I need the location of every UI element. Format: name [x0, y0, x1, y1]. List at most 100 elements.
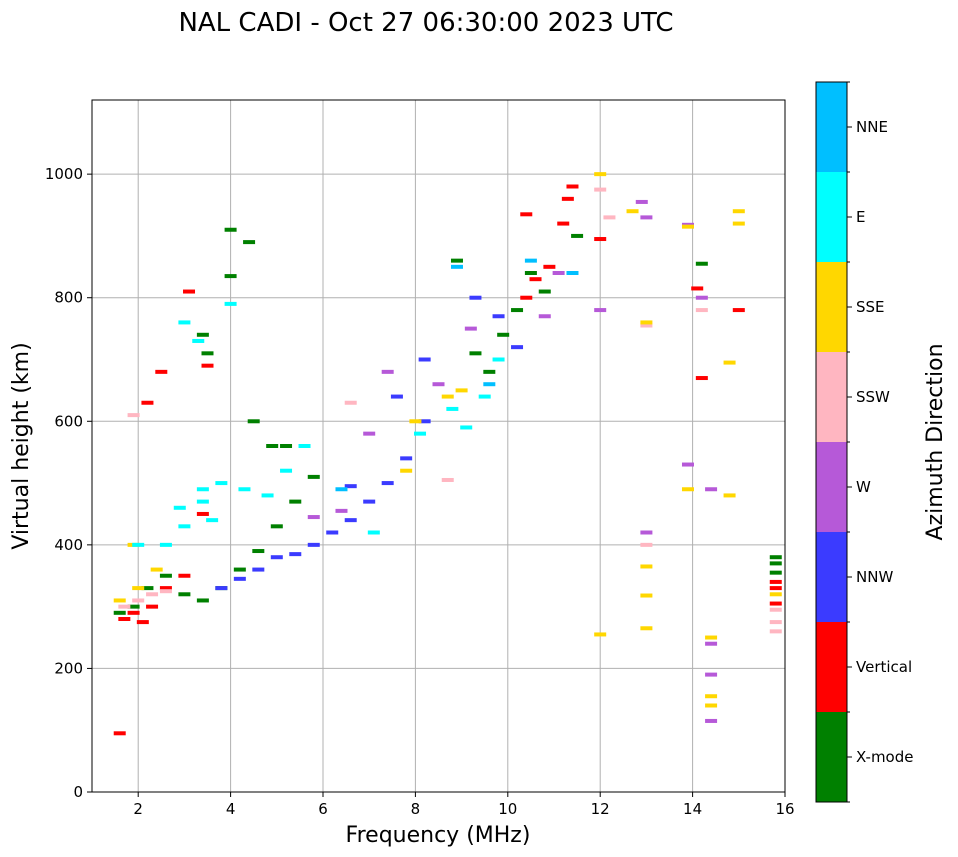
point-nnw: [270, 555, 283, 560]
point-sse: [681, 487, 694, 492]
point-w: [381, 369, 394, 374]
point-nnw: [418, 419, 431, 424]
x-tick-label: 8: [411, 800, 421, 818]
point-w: [695, 295, 708, 300]
point-nnw: [511, 345, 524, 350]
point-ssw: [695, 308, 708, 313]
point-sse: [594, 172, 607, 177]
point-x-mode: [233, 567, 246, 572]
colorbar-segment-nne: [816, 82, 847, 172]
point-nne: [483, 382, 496, 387]
point-w: [705, 641, 718, 646]
point-nne: [524, 258, 537, 263]
point-x-mode: [224, 274, 237, 279]
point-sse: [113, 598, 126, 603]
point-w: [594, 308, 607, 313]
plot-area: [92, 100, 785, 792]
point-w: [681, 462, 694, 467]
point-nnw: [363, 499, 376, 504]
point-e: [460, 425, 473, 430]
y-tick-label: 0: [73, 783, 83, 801]
colorbar-segment-sse: [816, 262, 847, 352]
point-vertical: [201, 363, 214, 368]
point-x-mode: [252, 549, 265, 554]
point-e: [224, 301, 237, 306]
point-e: [367, 530, 380, 535]
point-x-mode: [769, 555, 782, 560]
point-sse: [681, 224, 694, 229]
point-vertical: [561, 196, 574, 201]
colorbar-label: Azimuth Direction: [923, 343, 948, 540]
point-nnw: [469, 295, 482, 300]
y-tick-label: 200: [54, 659, 83, 677]
point-sse: [705, 635, 718, 640]
point-x-mode: [307, 474, 320, 479]
point-vertical: [566, 184, 579, 189]
point-nnw: [252, 567, 265, 572]
point-sse: [723, 493, 736, 498]
point-e: [173, 505, 186, 510]
point-e: [178, 524, 191, 529]
point-w: [552, 271, 565, 275]
point-vertical: [141, 400, 154, 405]
colorbar-tick-label: NNW: [856, 568, 893, 586]
point-nne: [566, 271, 579, 275]
point-vertical: [557, 221, 570, 226]
x-tick-label: 12: [591, 800, 610, 818]
x-tick-label: 14: [683, 800, 702, 818]
point-vertical: [695, 376, 708, 381]
point-w: [464, 326, 477, 331]
point-nnw: [326, 530, 339, 535]
point-w: [363, 431, 376, 436]
point-e: [298, 444, 311, 448]
colorbar-tick-label: X-mode: [856, 748, 913, 766]
point-x-mode: [469, 351, 482, 356]
point-w: [640, 530, 653, 535]
point-x-mode: [266, 444, 279, 448]
colorbar-segment-vertical: [816, 622, 847, 712]
point-vertical: [118, 617, 131, 621]
point-sse: [705, 703, 718, 708]
colorbar-segment-ssw: [816, 352, 847, 442]
y-tick-label: 600: [54, 412, 83, 430]
x-tick-label: 6: [318, 800, 328, 818]
point-vertical: [529, 277, 542, 282]
point-vertical: [159, 586, 172, 591]
point-e: [196, 499, 209, 504]
point-vertical: [127, 610, 140, 615]
point-w: [307, 515, 320, 520]
colorbar-segment-w: [816, 442, 847, 532]
point-nnw: [307, 542, 320, 547]
point-sse: [409, 419, 422, 424]
point-x-mode: [483, 369, 496, 374]
point-ssw: [118, 604, 131, 609]
point-e: [238, 487, 251, 492]
point-x-mode: [159, 573, 172, 578]
point-e: [206, 518, 219, 523]
point-sse: [132, 586, 145, 591]
y-tick-label: 800: [54, 289, 83, 307]
point-sse: [640, 564, 653, 569]
point-x-mode: [769, 570, 782, 575]
point-x-mode: [289, 499, 302, 504]
point-e: [196, 487, 209, 492]
chart-title: NAL CADI - Oct 27 06:30:00 2023 UTC: [178, 8, 673, 38]
x-tick-label: 4: [226, 800, 236, 818]
colorbar-tick-label: W: [856, 478, 871, 496]
point-e: [192, 338, 205, 343]
point-vertical: [196, 511, 209, 516]
point-ssw: [132, 598, 145, 603]
point-w: [705, 487, 718, 492]
point-sse: [441, 394, 454, 399]
point-x-mode: [280, 444, 293, 448]
point-w: [705, 672, 718, 677]
point-e: [215, 481, 228, 486]
point-nne: [335, 487, 348, 492]
point-x-mode: [243, 240, 256, 245]
point-x-mode: [511, 308, 524, 313]
point-ssw: [769, 607, 782, 612]
point-ssw: [159, 589, 172, 594]
point-vertical: [146, 604, 159, 609]
point-x-mode: [524, 271, 537, 275]
